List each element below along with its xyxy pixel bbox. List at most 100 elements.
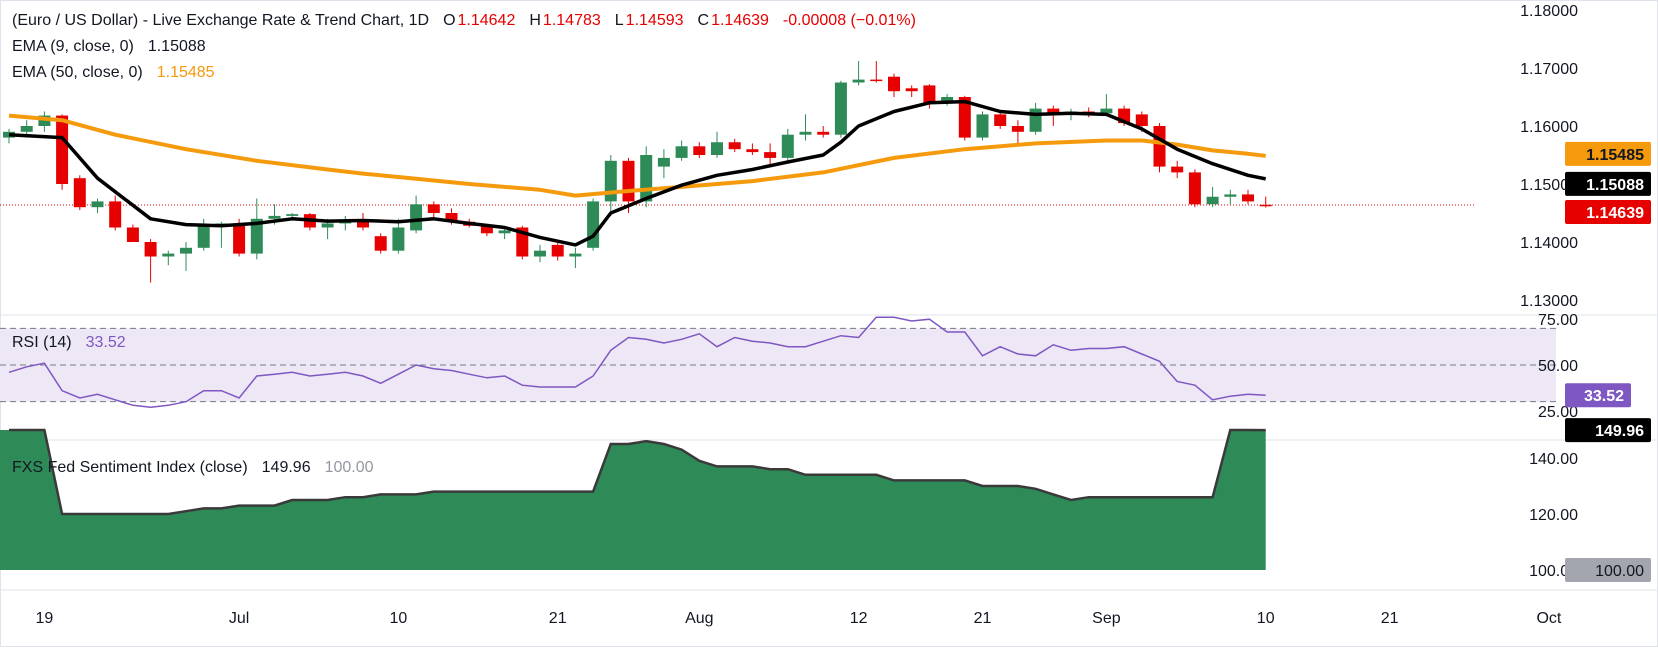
- candle-body: [693, 146, 706, 155]
- time-tick-label: Aug: [685, 610, 713, 627]
- ema9-value: 1.15088: [147, 38, 206, 55]
- candle-body: [604, 160, 617, 202]
- candle-body: [569, 253, 582, 257]
- candle-body: [994, 114, 1007, 126]
- candle-body: [357, 219, 369, 228]
- candle-body: [728, 142, 741, 150]
- candle-body: [91, 201, 104, 208]
- candle-body: [180, 247, 192, 254]
- rsi-panel: [0, 316, 1556, 408]
- price-tick-label: 1.16000: [1520, 119, 1578, 136]
- close-value: 1.14639: [711, 12, 769, 29]
- close-label: C: [697, 12, 710, 29]
- candle-body: [1011, 126, 1024, 132]
- chart-title: (Euro / US Dollar) - Live Exchange Rate …: [12, 12, 430, 29]
- legend-fxs-row[interactable]: FXS Fed Sentiment Index (close) 149.96 100…: [12, 459, 376, 477]
- open-value: 1.14642: [457, 12, 516, 29]
- candle-body: [1206, 196, 1219, 205]
- low-value: 1.14593: [625, 12, 684, 29]
- fxs-label: FXS Fed Sentiment Index (close): [12, 459, 248, 476]
- legend-rsi-row[interactable]: RSI (14) 33.52: [12, 334, 128, 352]
- ema9-line: [8, 99, 1267, 247]
- fxs-panel: [0, 428, 1266, 570]
- candle-body: [746, 149, 759, 153]
- candle-body: [392, 227, 405, 251]
- time-tick-label: 10: [390, 610, 408, 627]
- price-tick-label: 1.18000: [1520, 3, 1578, 20]
- candle-body: [1100, 108, 1113, 114]
- candle-body: [1135, 114, 1148, 126]
- fxs-base-badge: 100.00: [1595, 563, 1644, 580]
- legend-ema9-row[interactable]: EMA (9, close, 0) 1.15088: [12, 38, 208, 56]
- rsi-tick-label: 25.00: [1538, 404, 1578, 421]
- candle-body: [640, 155, 653, 202]
- candle-body: [799, 131, 812, 135]
- candle-body: [427, 204, 440, 213]
- candle-body: [1029, 108, 1042, 132]
- candle-body: [56, 115, 69, 184]
- ema50-badge: 1.15485: [1586, 147, 1644, 164]
- open-label: O: [443, 12, 456, 29]
- ema50-badge-bg: [1565, 141, 1651, 166]
- fxs-base-value: 100.00: [324, 459, 374, 476]
- time-tick-label: 10: [1257, 610, 1275, 627]
- high-label: H: [529, 12, 541, 29]
- time-tick-label: Oct: [1536, 610, 1561, 627]
- time-tick-label: 21: [1381, 610, 1399, 627]
- price-tick-label: 1.17000: [1520, 61, 1578, 78]
- candle-body: [711, 142, 723, 155]
- ema9-badge-bg: [1565, 171, 1651, 196]
- rsi-badge-bg: [1565, 383, 1631, 408]
- candle-body: [38, 115, 51, 126]
- candle-body: [233, 223, 246, 254]
- candle-body: [162, 253, 175, 257]
- candle-body: [622, 160, 635, 202]
- fxs-area: [0, 430, 1266, 570]
- legend-ema50-row[interactable]: EMA (50, close, 0) 1.15485: [12, 64, 217, 82]
- time-tick-label: 21: [974, 610, 992, 627]
- candle-body: [675, 146, 688, 158]
- candle-body: [976, 114, 989, 138]
- price-panel: [0, 61, 1476, 283]
- ema50-line: [8, 113, 1266, 198]
- rsi-label: RSI (14): [12, 334, 72, 351]
- rsi-band: [0, 328, 1556, 402]
- fxs-tick-label: 120.00: [1529, 507, 1578, 524]
- candle-body: [1171, 166, 1184, 173]
- fxs-tick-label: 140.00: [1529, 451, 1578, 468]
- candle-body: [445, 213, 458, 222]
- ema50-value: 1.15485: [156, 64, 215, 81]
- time-tick-label: Jul: [229, 610, 249, 627]
- candle-body: [834, 82, 847, 135]
- candle-body: [852, 79, 865, 83]
- candle-body: [20, 126, 33, 132]
- candle-body: [73, 178, 86, 208]
- fxs-badge-bg: [1565, 418, 1651, 443]
- candle-body: [905, 88, 918, 92]
- time-tick-label: 21: [549, 610, 567, 627]
- candle-body: [1153, 126, 1166, 167]
- candle-body: [126, 227, 139, 242]
- rsi-value: 33.52: [85, 334, 126, 351]
- candle-body: [109, 201, 122, 228]
- low-label: L: [614, 12, 624, 29]
- candle-body: [1259, 204, 1272, 207]
- time-tick-label: 19: [36, 610, 54, 627]
- price-tick-label: 1.13000: [1520, 293, 1578, 310]
- candle-body: [286, 214, 299, 216]
- candle-body: [144, 242, 157, 257]
- candle-body: [480, 225, 493, 234]
- ema50-label: EMA (50, close, 0): [12, 64, 143, 81]
- candle-body: [197, 224, 210, 248]
- candle-body: [1188, 172, 1201, 205]
- time-tick-label: Sep: [1092, 610, 1121, 627]
- candle-body: [958, 97, 971, 138]
- rsi-line: [8, 316, 1266, 408]
- candle-body: [374, 236, 387, 251]
- candle-body: [498, 230, 511, 234]
- last-price-badge: 1.14639: [1586, 205, 1644, 222]
- candle-body: [268, 215, 281, 219]
- change-value: -0.00008 (−0.01%): [782, 12, 916, 29]
